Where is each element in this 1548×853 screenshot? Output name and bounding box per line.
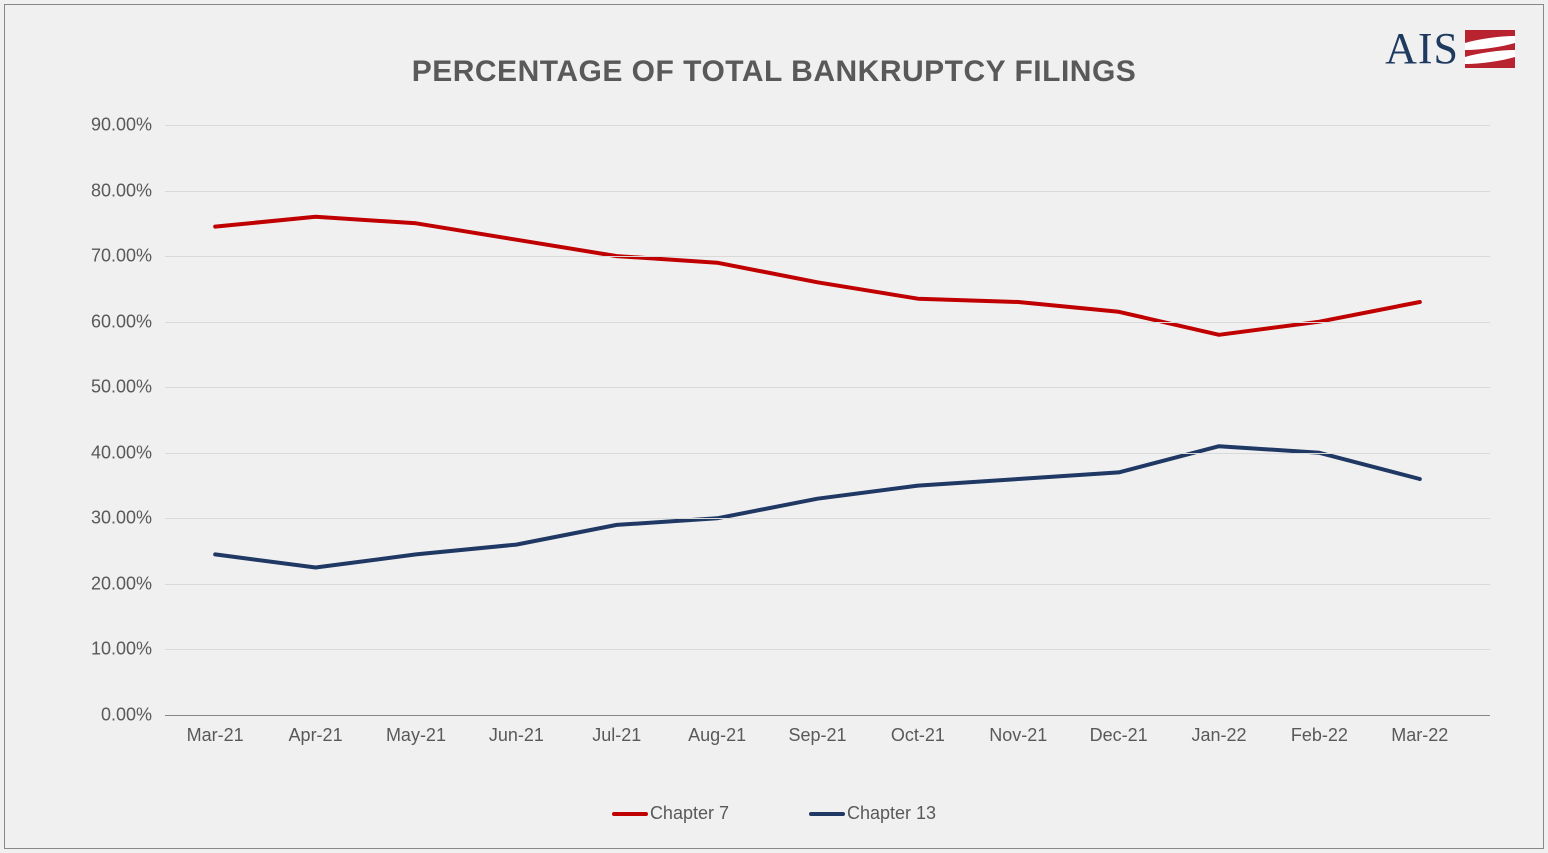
chart-lines-svg	[70, 125, 1490, 715]
chart-frame: AIS PERCENTAGE OF TOTAL BANKRUPTCY FILIN…	[4, 4, 1544, 849]
legend-swatch	[612, 812, 648, 816]
y-gridline	[165, 191, 1490, 192]
y-axis-label: 70.00%	[70, 246, 160, 267]
chart-title: PERCENTAGE OF TOTAL BANKRUPTCY FILINGS	[5, 55, 1543, 89]
x-axis-label: Jul-21	[592, 715, 641, 746]
y-axis-label: 80.00%	[70, 180, 160, 201]
y-gridline	[165, 584, 1490, 585]
x-axis-label: Feb-22	[1291, 715, 1348, 746]
x-axis-label: Mar-22	[1391, 715, 1448, 746]
y-gridline	[165, 649, 1490, 650]
series-line	[215, 217, 1420, 335]
y-axis-label: 20.00%	[70, 573, 160, 594]
y-axis-label: 90.00%	[70, 115, 160, 136]
x-axis-label: Jun-21	[489, 715, 544, 746]
y-axis-label: 0.00%	[70, 705, 160, 726]
y-gridline	[165, 453, 1490, 454]
y-gridline	[165, 518, 1490, 519]
x-axis-label: Mar-21	[187, 715, 244, 746]
y-axis-label: 60.00%	[70, 311, 160, 332]
x-axis-label: Oct-21	[891, 715, 945, 746]
y-gridline	[165, 322, 1490, 323]
y-axis-label: 50.00%	[70, 377, 160, 398]
legend-item: Chapter 7	[612, 803, 729, 824]
y-axis-label: 40.00%	[70, 442, 160, 463]
y-axis-label: 30.00%	[70, 508, 160, 529]
x-axis-label: Sep-21	[788, 715, 846, 746]
x-axis-label: Apr-21	[289, 715, 343, 746]
x-axis-label: Nov-21	[989, 715, 1047, 746]
y-gridline	[165, 256, 1490, 257]
legend-swatch	[809, 812, 845, 816]
legend-label: Chapter 7	[650, 803, 729, 824]
y-gridline	[165, 387, 1490, 388]
y-axis-label: 10.00%	[70, 639, 160, 660]
legend-item: Chapter 13	[809, 803, 936, 824]
chart-plot-area: 0.00%10.00%20.00%30.00%40.00%50.00%60.00…	[70, 125, 1490, 715]
y-gridline	[165, 125, 1490, 126]
x-axis-label: Jan-22	[1192, 715, 1247, 746]
x-axis-label: May-21	[386, 715, 446, 746]
x-axis-label: Aug-21	[688, 715, 746, 746]
legend-label: Chapter 13	[847, 803, 936, 824]
chart-legend: Chapter 7 Chapter 13	[5, 803, 1543, 824]
x-axis-label: Dec-21	[1090, 715, 1148, 746]
series-line	[215, 446, 1420, 567]
